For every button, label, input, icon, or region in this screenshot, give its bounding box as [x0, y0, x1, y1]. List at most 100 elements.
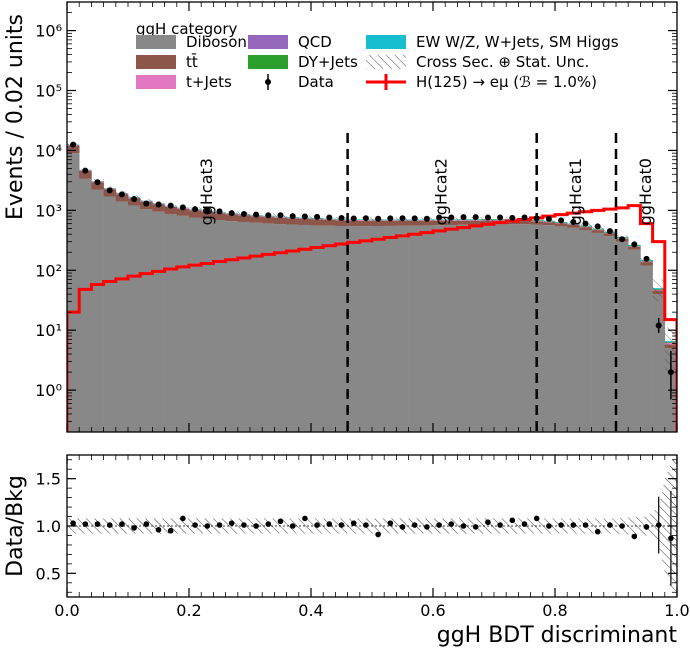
- stack-bar-0-24: [360, 226, 373, 437]
- data-point-17: [278, 212, 284, 218]
- data-point-23: [351, 216, 357, 222]
- stack-bar-0-5: [128, 206, 141, 437]
- category-label-2: ggHcat1: [566, 158, 585, 225]
- data-point-14: [241, 211, 247, 217]
- stack-bar-1-20: [311, 220, 324, 226]
- ratio-point-25: [375, 532, 381, 538]
- data-point-36: [509, 215, 515, 221]
- data-point-15: [253, 212, 259, 218]
- stack-bar-0-20: [311, 225, 324, 437]
- legend-label-1: tt̄: [186, 52, 198, 71]
- data-point-4: [119, 191, 125, 197]
- ratio-point-4: [119, 521, 125, 527]
- ratio-ylabel: Data/Bkg: [3, 475, 28, 577]
- ratio-point-36: [510, 518, 516, 524]
- stack-bar-0-44: [604, 236, 617, 437]
- data-point-24: [363, 215, 369, 221]
- ratio-point-49: [668, 536, 674, 542]
- ratio-point-22: [339, 522, 345, 528]
- stack-bar-0-7: [152, 212, 165, 437]
- stack-bar-0-13: [226, 221, 239, 437]
- ratio-point-15: [253, 523, 259, 529]
- ytick-label-4: 10⁴: [35, 141, 62, 160]
- stack-bar-0-42: [579, 230, 592, 437]
- ratio-point-43: [595, 529, 601, 535]
- ratio-point-46: [632, 534, 638, 540]
- stack-bar-0-23: [348, 226, 361, 437]
- data-point-48: [656, 322, 662, 328]
- stack-bar-0-39: [543, 225, 556, 437]
- stack-bar-0-18: [287, 225, 300, 437]
- data-point-21: [326, 214, 332, 220]
- ratio-point-27: [400, 524, 406, 530]
- ratio-xtick-label-4: 0.8: [542, 601, 567, 620]
- stack-bar-0-35: [494, 224, 507, 437]
- ratio-point-8: [168, 528, 174, 534]
- legend-label-3: QCD: [298, 33, 332, 51]
- data-point-5: [131, 196, 137, 202]
- data-point-29: [424, 216, 430, 222]
- stack-bar-0-28: [409, 226, 422, 437]
- data-point-6: [143, 201, 149, 207]
- data-point-43: [595, 223, 601, 229]
- data-point-44: [607, 228, 613, 234]
- ratio-point-17: [278, 518, 284, 524]
- stack-bar-0-10: [189, 217, 202, 437]
- ratio-point-13: [229, 520, 235, 526]
- stack-bar-0-2: [91, 190, 104, 437]
- xlabel: ggH BDT discriminant: [437, 623, 678, 648]
- legend-swatch-3: [248, 35, 288, 49]
- ratio-point-34: [485, 519, 491, 525]
- legend-swatch-2: [136, 75, 176, 89]
- ratio-plot-area: [67, 450, 677, 601]
- legend-swatch-0: [136, 35, 176, 49]
- data-point-8: [168, 203, 174, 209]
- legend-label-7: Cross Sec. ⊕ Stat. Unc.: [416, 53, 589, 71]
- stack-bar-0-33: [470, 225, 483, 437]
- data-point-16: [265, 212, 271, 218]
- unc-band-48: [653, 279, 665, 301]
- legend-swatch-7: [366, 55, 406, 69]
- ratio-point-28: [412, 522, 418, 528]
- ratio-point-23: [351, 520, 357, 526]
- ratio-point-35: [497, 522, 503, 528]
- legend-label-4: DY+Jets: [298, 53, 358, 71]
- data-point-22: [339, 215, 345, 221]
- ratio-point-24: [363, 522, 369, 528]
- data-point-12: [217, 208, 223, 214]
- ratio-point-5: [131, 525, 137, 531]
- ratio-point-7: [156, 527, 162, 533]
- stack-bar-0-30: [433, 225, 446, 437]
- stack-bar-1-24: [360, 221, 373, 226]
- stack-bar-0-26: [384, 226, 397, 437]
- stack-bar-1-28: [409, 221, 422, 226]
- stack-bar-0-45: [616, 242, 629, 437]
- category-label-0: ggHcat3: [197, 158, 216, 225]
- stack-bar-0-34: [482, 224, 495, 437]
- data-point-19: [302, 213, 308, 219]
- stack-bar-0-48: [653, 294, 666, 437]
- ratio-point-47: [644, 524, 650, 530]
- data-point-0: [70, 142, 76, 148]
- ratio-point-10: [192, 522, 198, 528]
- data-point-34: [485, 214, 491, 220]
- data-point-27: [400, 215, 406, 221]
- ratio-point-21: [327, 521, 333, 527]
- data-point-9: [180, 204, 186, 210]
- data-point-37: [522, 214, 528, 220]
- ytick-label-2: 10²: [35, 261, 62, 280]
- ratio-point-29: [424, 524, 430, 530]
- stack-bar-0-29: [421, 225, 434, 437]
- legend-label-2: t+Jets: [186, 73, 232, 91]
- ratio-point-32: [461, 523, 467, 529]
- ratio-xtick-label-1: 0.2: [176, 601, 201, 620]
- stack-bar-0-47: [640, 266, 653, 437]
- data-point-32: [461, 214, 467, 220]
- stack-bar-0-27: [396, 226, 409, 437]
- stack-bar-1-47: [640, 262, 653, 265]
- category-label-1: ggHcat2: [432, 158, 451, 225]
- ratio-point-39: [546, 523, 552, 529]
- main-ylabel: Events / 0.02 units: [3, 14, 28, 220]
